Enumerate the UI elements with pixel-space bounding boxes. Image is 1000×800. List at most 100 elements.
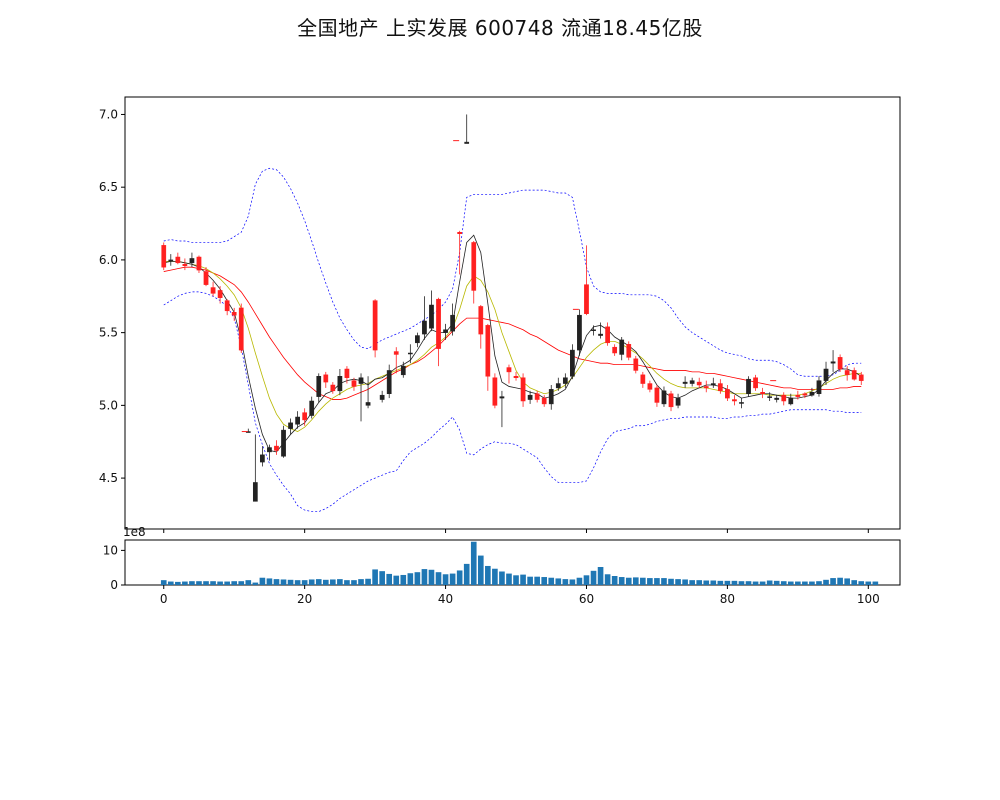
volume-bar — [604, 574, 611, 585]
volume-bar — [182, 581, 188, 585]
candle-body — [224, 300, 230, 312]
volume-bar — [611, 576, 618, 585]
candle-body — [788, 397, 794, 405]
candle-body — [816, 380, 822, 394]
candle-body — [661, 390, 667, 405]
volume-bar — [393, 575, 400, 585]
volume-bar — [315, 579, 322, 585]
volume-bar — [802, 581, 808, 585]
candle-body — [753, 377, 758, 389]
volume-bar — [830, 578, 836, 585]
chart-title: 全国地产 上实发展 600748 流通18.45亿股 — [297, 16, 703, 40]
volume-bar — [421, 569, 428, 585]
volume-bar — [837, 577, 843, 585]
volume-bar — [527, 576, 533, 585]
volume-bar — [555, 578, 562, 585]
volume-bar — [668, 578, 674, 585]
candle-body — [196, 256, 202, 271]
volume-bar — [534, 576, 540, 585]
volume-bar — [759, 581, 766, 585]
candle-body — [471, 242, 477, 291]
candle-body — [619, 339, 625, 355]
candle-body — [682, 381, 688, 384]
volume-bar — [308, 579, 315, 585]
candle-body — [633, 358, 639, 371]
candle-body — [337, 376, 343, 392]
volume-bar — [245, 580, 252, 585]
volume-bar — [189, 581, 195, 585]
candle-body — [555, 383, 561, 389]
price-ytick-label: 6.0 — [99, 253, 118, 267]
candle-body — [668, 393, 674, 408]
candle-body — [823, 368, 829, 381]
candle-body — [323, 374, 329, 383]
volume-bar — [675, 579, 681, 585]
price-ytick-label: 5.0 — [99, 398, 118, 412]
volume-bar — [492, 568, 498, 585]
volume-bar — [435, 572, 442, 585]
candle-body — [210, 287, 216, 294]
volume-bar — [477, 555, 484, 585]
volume-bar — [337, 579, 343, 585]
candle-body — [513, 376, 519, 378]
candle-body — [344, 368, 350, 378]
volume-bar — [266, 578, 273, 585]
volume-bar — [696, 580, 703, 585]
volume-bar — [738, 581, 745, 585]
volume-bar — [358, 579, 364, 585]
volume-bar — [773, 580, 780, 585]
candle-body — [400, 365, 406, 376]
candle-body — [591, 329, 596, 331]
volume-bar — [858, 581, 865, 585]
volume-bar — [252, 582, 259, 585]
candle-body — [267, 447, 272, 453]
volume-bar — [365, 578, 371, 585]
candle-body — [330, 384, 336, 392]
candle-body — [499, 396, 505, 399]
candle-body — [358, 377, 364, 384]
volume-bar — [351, 580, 357, 585]
volume-bar — [175, 581, 181, 585]
volume-bar — [485, 565, 491, 585]
candle-body — [837, 357, 843, 370]
volume-bar — [280, 579, 287, 585]
candle-body — [422, 320, 427, 335]
candle-body — [781, 394, 787, 402]
volume-bar — [167, 581, 174, 585]
volume-bar — [816, 581, 822, 585]
volume-bar — [513, 575, 519, 585]
candle-body — [478, 306, 484, 335]
volume-xtick-label: 80 — [720, 592, 735, 606]
volume-bar — [287, 579, 294, 585]
candle-body — [415, 335, 420, 344]
candle-body — [732, 399, 737, 402]
volume-bar — [618, 577, 625, 585]
candle-body — [231, 312, 237, 316]
volume-bar — [795, 581, 801, 585]
volume-bar — [787, 581, 794, 585]
volume-bar — [506, 573, 512, 585]
ma-mid-line — [163, 260, 862, 432]
candle-body — [809, 392, 815, 396]
volume-bar — [224, 581, 230, 585]
candle-body — [851, 370, 857, 380]
candle-body — [429, 304, 434, 329]
candle-body — [168, 259, 174, 262]
volume-bar — [703, 580, 710, 585]
candle-body — [316, 376, 322, 397]
candle-body — [464, 141, 470, 144]
candle-body — [795, 394, 801, 397]
volume-bar — [632, 577, 639, 585]
volume-bar — [597, 567, 604, 585]
volume-xtick-label: 40 — [438, 592, 453, 606]
volume-bar — [449, 573, 456, 585]
volume-bar — [752, 581, 759, 585]
candle-body — [379, 394, 385, 400]
candle-body — [760, 392, 765, 394]
price-frame — [124, 96, 901, 530]
candle-body — [217, 290, 223, 298]
candle-body — [570, 349, 575, 377]
volume-bar — [590, 570, 597, 585]
volume-bar — [210, 581, 216, 585]
